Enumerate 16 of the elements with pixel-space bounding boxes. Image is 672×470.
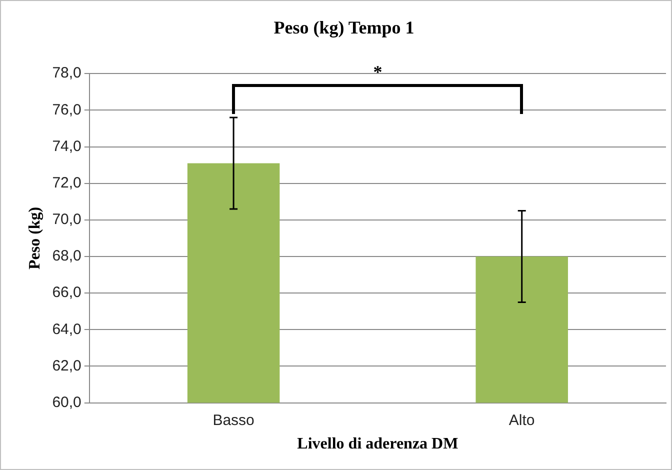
y-tick-label: 74,0	[52, 138, 82, 155]
y-axis-title: Peso (kg)	[26, 206, 44, 270]
y-tick-label: 60,0	[52, 394, 82, 411]
x-tick-label: Basso	[212, 412, 254, 429]
y-tick-label: 68,0	[52, 248, 82, 265]
y-tick-label: 64,0	[52, 320, 82, 338]
y-tick-label: 72,0	[52, 174, 82, 192]
y-tick-label: 70,0	[52, 211, 82, 228]
annotation: *	[373, 62, 382, 83]
y-tick-label: 62,0	[52, 357, 82, 374]
y-tick-label: 78,0	[52, 64, 82, 82]
x-tick-label: Alto	[508, 412, 535, 429]
y-tick-label: 66,0	[52, 284, 82, 302]
chart-title: Peso (kg) Tempo 1	[274, 17, 414, 38]
x-axis-title: Livello di aderenza DM	[297, 436, 458, 453]
y-tick-label: 76,0	[52, 101, 82, 118]
